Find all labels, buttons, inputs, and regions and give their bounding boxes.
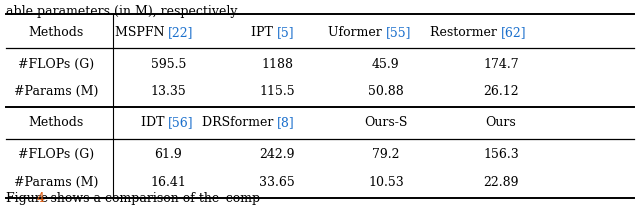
Text: Uformer: Uformer (328, 26, 386, 39)
Text: 33.65: 33.65 (259, 176, 295, 189)
Text: Restormer: Restormer (430, 26, 501, 39)
Text: [22]: [22] (168, 26, 194, 39)
Text: Methods: Methods (29, 116, 84, 129)
Text: [5]: [5] (277, 26, 295, 39)
Text: Ours: Ours (486, 116, 516, 129)
Text: Methods: Methods (29, 26, 84, 39)
Text: 61.9: 61.9 (154, 148, 182, 161)
Text: Ours-S: Ours-S (364, 116, 408, 129)
Text: 4: 4 (37, 192, 45, 205)
Text: [62]: [62] (501, 26, 527, 39)
Text: MSPFN: MSPFN (115, 26, 168, 39)
Text: [56]: [56] (168, 116, 194, 129)
Text: #FLOPs (G): #FLOPs (G) (19, 58, 94, 71)
Text: 156.3: 156.3 (483, 148, 519, 161)
Text: 595.5: 595.5 (150, 58, 186, 71)
Text: IDT: IDT (141, 116, 168, 129)
Text: #Params (M): #Params (M) (14, 176, 99, 189)
Text: 174.7: 174.7 (483, 58, 519, 71)
Text: #Params (M): #Params (M) (14, 85, 99, 98)
Text: IPT: IPT (252, 26, 277, 39)
Text: able parameters (in M), respectively.: able parameters (in M), respectively. (6, 5, 240, 18)
Text: 45.9: 45.9 (372, 58, 400, 71)
Text: 115.5: 115.5 (259, 85, 295, 98)
Text: 26.12: 26.12 (483, 85, 519, 98)
Text: 16.41: 16.41 (150, 176, 186, 189)
Text: shows a comparison of the  comp: shows a comparison of the comp (44, 192, 260, 205)
Text: #FLOPs (G): #FLOPs (G) (19, 148, 94, 161)
Text: 242.9: 242.9 (259, 148, 295, 161)
Text: 79.2: 79.2 (372, 148, 399, 161)
Text: Figure: Figure (6, 192, 55, 205)
Text: 13.35: 13.35 (150, 85, 186, 98)
Text: 22.89: 22.89 (483, 176, 519, 189)
Text: 50.88: 50.88 (368, 85, 404, 98)
Text: [55]: [55] (386, 26, 412, 39)
Text: DRSformer: DRSformer (202, 116, 277, 129)
Text: [8]: [8] (277, 116, 295, 129)
Text: 1188: 1188 (261, 58, 293, 71)
Text: 10.53: 10.53 (368, 176, 404, 189)
